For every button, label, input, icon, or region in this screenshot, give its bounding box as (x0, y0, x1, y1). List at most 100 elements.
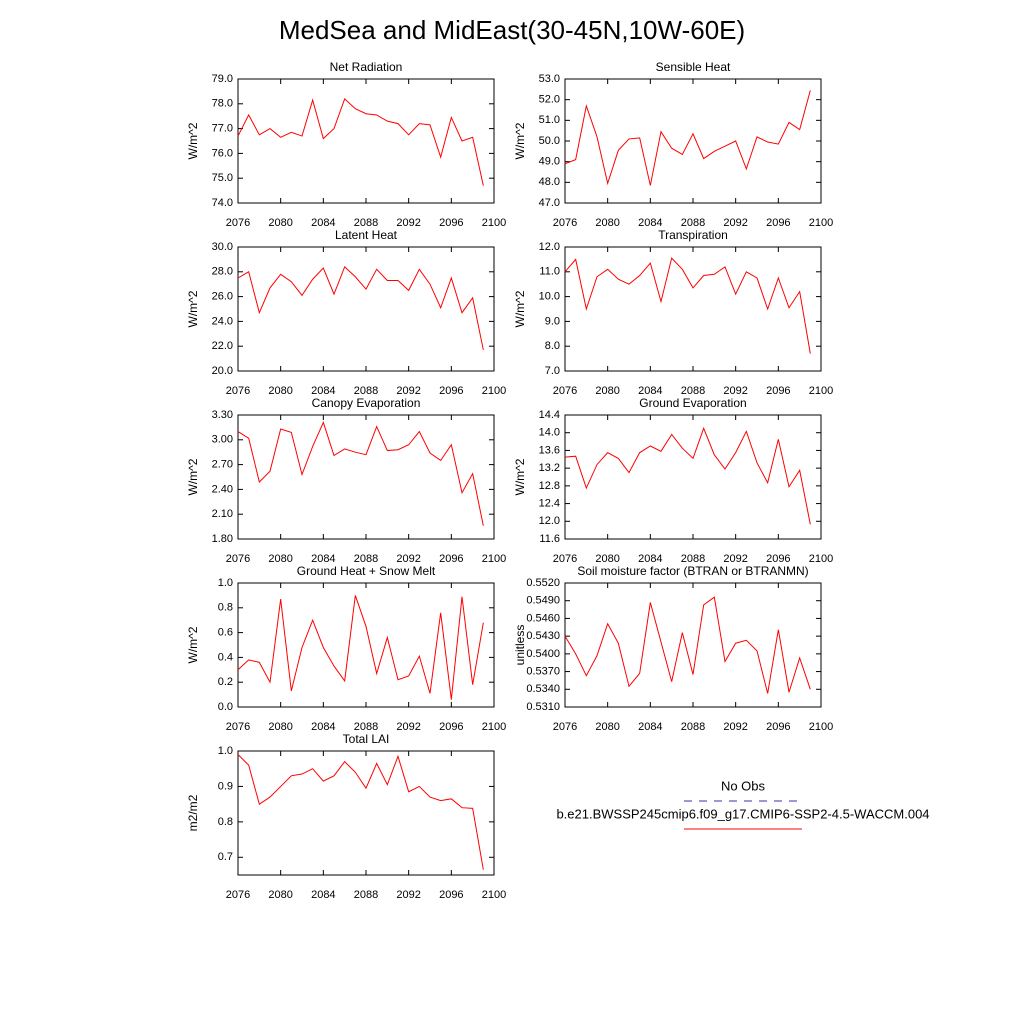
y-tick-label: 13.6 (539, 444, 560, 456)
x-tick-label: 2076 (553, 385, 577, 397)
x-tick-label: 2080 (595, 385, 619, 397)
x-tick-label: 2088 (354, 553, 378, 565)
y-tick-label: 0.2 (218, 676, 233, 688)
y-tick-label: 74.0 (212, 197, 233, 209)
data-line (237, 265, 484, 351)
panel-title: Ground Heat + Snow Melt (297, 564, 436, 578)
x-tick-label: 2096 (766, 721, 790, 733)
y-axis-label: W/m^2 (513, 290, 527, 327)
y-tick-label: 3.30 (212, 409, 233, 421)
x-tick-label: 2092 (723, 217, 747, 229)
x-tick-label: 2084 (311, 385, 335, 397)
y-axis-label: W/m^2 (513, 122, 527, 159)
panel-title: Ground Evaporation (639, 396, 746, 410)
y-tick-label: 51.0 (539, 114, 560, 126)
x-tick-label: 2084 (638, 385, 662, 397)
y-tick-label: 1.0 (218, 745, 233, 757)
y-tick-label: 0.5370 (526, 665, 560, 677)
x-tick-label: 2088 (681, 385, 705, 397)
y-tick-label: 14.0 (539, 427, 560, 439)
x-tick-label: 2100 (809, 217, 833, 229)
panel-title: Net Radiation (330, 60, 403, 74)
x-tick-label: 2084 (638, 721, 662, 733)
x-tick-label: 2092 (723, 721, 747, 733)
x-tick-label: 2076 (553, 217, 577, 229)
x-tick-label: 2096 (439, 553, 463, 565)
x-tick-label: 2080 (268, 385, 292, 397)
x-tick-label: 2076 (553, 721, 577, 733)
y-tick-label: 0.8 (218, 816, 233, 828)
x-tick-label: 2092 (396, 553, 420, 565)
panel-title: Latent Heat (335, 228, 398, 242)
x-tick-label: 2096 (439, 217, 463, 229)
x-tick-label: 2084 (311, 217, 335, 229)
panel-title: Soil moisture factor (BTRAN or BTRANMN) (577, 564, 808, 578)
y-axis-label: W/m^2 (186, 122, 200, 159)
data-line (564, 257, 811, 354)
y-tick-label: 0.5430 (526, 630, 560, 642)
y-tick-label: 0.5340 (526, 683, 560, 695)
y-tick-label: 12.4 (539, 497, 560, 509)
x-tick-label: 2076 (226, 721, 250, 733)
y-tick-label: 7.0 (545, 365, 560, 377)
y-tick-label: 76.0 (212, 147, 233, 159)
x-tick-label: 2100 (809, 385, 833, 397)
y-tick-label: 0.9 (218, 780, 233, 792)
y-tick-label: 0.5490 (526, 595, 560, 607)
y-tick-label: 28.0 (212, 266, 233, 278)
x-tick-label: 2084 (311, 553, 335, 565)
y-tick-label: 14.4 (539, 409, 560, 421)
x-tick-label: 2076 (226, 889, 250, 901)
y-tick-label: 24.0 (212, 315, 233, 327)
y-tick-label: 3.00 (212, 434, 233, 446)
x-tick-label: 2100 (809, 721, 833, 733)
x-tick-label: 2080 (268, 721, 292, 733)
data-line (237, 595, 484, 700)
data-line (237, 754, 484, 870)
y-tick-label: 2.70 (212, 459, 233, 471)
y-tick-label: 0.8 (218, 602, 233, 614)
x-tick-label: 2096 (766, 553, 790, 565)
x-tick-label: 2080 (268, 217, 292, 229)
y-axis-label: W/m^2 (513, 458, 527, 495)
y-axis-label: W/m^2 (186, 626, 200, 663)
x-tick-label: 2092 (396, 721, 420, 733)
y-tick-label: 11.6 (539, 533, 560, 545)
data-line (564, 596, 811, 694)
y-tick-label: 53.0 (539, 73, 560, 85)
y-tick-label: 22.0 (212, 340, 233, 352)
panel-title: Transpiration (658, 228, 728, 242)
y-tick-label: 13.2 (539, 462, 560, 474)
x-tick-label: 2088 (681, 217, 705, 229)
y-tick-label: 1.80 (212, 533, 233, 545)
panel-title: Sensible Heat (656, 60, 731, 74)
y-tick-label: 12.8 (539, 480, 560, 492)
x-tick-label: 2096 (766, 217, 790, 229)
legend-label: b.e21.BWSSP245cmip6.f09_g17.CMIP6-SSP2-4… (556, 806, 929, 821)
y-tick-label: 30.0 (212, 241, 233, 253)
y-tick-label: 0.7 (218, 851, 233, 863)
x-tick-label: 2092 (723, 385, 747, 397)
y-tick-label: 11.0 (539, 266, 560, 278)
y-tick-label: 48.0 (539, 176, 560, 188)
x-tick-label: 2100 (482, 889, 506, 901)
x-tick-label: 2088 (681, 553, 705, 565)
x-tick-label: 2084 (311, 889, 335, 901)
y-tick-label: 20.0 (212, 365, 233, 377)
y-tick-label: 0.0 (218, 701, 233, 713)
y-axis-label: m2/m2 (186, 794, 200, 831)
y-tick-label: 12.0 (539, 515, 560, 527)
x-tick-label: 2080 (595, 721, 619, 733)
y-tick-label: 0.6 (218, 627, 233, 639)
x-tick-label: 2080 (595, 217, 619, 229)
data-line (564, 426, 811, 525)
x-tick-label: 2084 (638, 553, 662, 565)
x-tick-label: 2088 (354, 385, 378, 397)
y-tick-label: 0.5460 (526, 612, 560, 624)
x-tick-label: 2096 (766, 385, 790, 397)
y-tick-label: 8.0 (545, 340, 560, 352)
y-tick-label: 0.5310 (526, 701, 560, 713)
x-tick-label: 2092 (396, 217, 420, 229)
